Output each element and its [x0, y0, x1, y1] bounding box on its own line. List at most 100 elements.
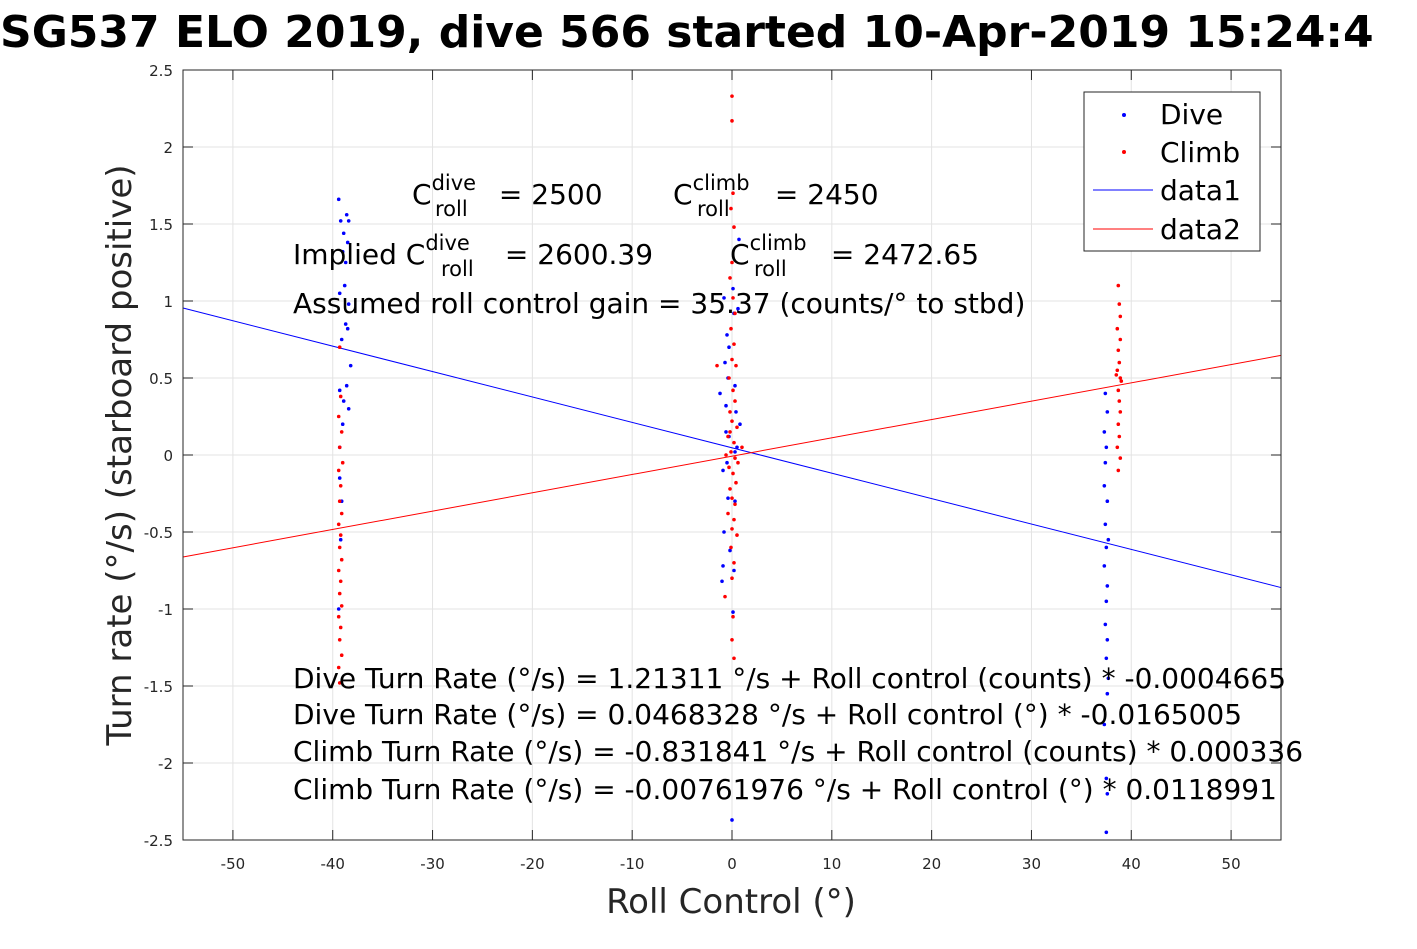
- climb-point: [715, 363, 719, 368]
- dive-point: [340, 249, 345, 254]
- c-climb-base: C: [673, 178, 693, 211]
- data-points: [336, 94, 1124, 835]
- implied-label: Implied: [293, 238, 406, 271]
- climb-point: [726, 511, 730, 516]
- dive-point: [1102, 430, 1107, 434]
- dive-point: [337, 388, 342, 393]
- dive-point: [731, 286, 735, 291]
- climb-point: [730, 527, 734, 531]
- climb-point: [730, 496, 734, 500]
- legend-box: [1083, 91, 1261, 252]
- climb-point: [1116, 283, 1121, 288]
- climb-point: [731, 388, 735, 393]
- climb-point: [740, 445, 744, 450]
- climb-point: [336, 665, 341, 670]
- dive-point: [343, 322, 348, 326]
- climb-point: [1116, 388, 1121, 393]
- dive-point: [1102, 722, 1107, 727]
- dive-point: [341, 399, 346, 403]
- dive-point: [1104, 445, 1109, 450]
- climb-point: [729, 326, 733, 331]
- equation-climb-counts: Climb Turn Rate (°/s) = -0.831841 °/s + …: [293, 735, 1303, 768]
- dive-point: [718, 391, 722, 396]
- climb-point: [733, 456, 737, 460]
- dive-point: [1103, 622, 1108, 627]
- gain-annotation: Assumed roll control gain = 35.37 (count…: [293, 287, 1025, 320]
- climb-point: [730, 357, 734, 362]
- implied-climb-value: = 2472.65: [822, 238, 979, 271]
- dive-point: [721, 468, 725, 473]
- climb-point: [1114, 373, 1119, 377]
- c-dive-sup: dive: [432, 171, 477, 195]
- climb-point: [337, 681, 342, 685]
- annotations: Cdive roll = 2500 Cclimb roll = 2450 Impli…: [293, 171, 1303, 806]
- dive-point: [1103, 522, 1108, 527]
- y-tick-label: -0.5: [144, 524, 173, 542]
- dive-point: [336, 197, 341, 202]
- dive-point: [344, 212, 349, 217]
- dive-point: [1105, 691, 1110, 696]
- legend-data2-label: data2: [1160, 213, 1241, 246]
- dive-point: [1104, 599, 1109, 604]
- dive-point: [348, 363, 353, 368]
- climb-point: [1118, 337, 1123, 342]
- c-dive-base: C: [412, 178, 432, 211]
- climb-point: [735, 425, 739, 430]
- dive-point: [338, 219, 343, 223]
- dive-point: [737, 237, 741, 242]
- y-tick-label: 1.5: [149, 216, 173, 234]
- climb-point: [339, 511, 344, 516]
- climb-point: [337, 545, 342, 550]
- dive-point: [733, 499, 737, 504]
- dive-point: [725, 460, 729, 465]
- climb-point: [730, 260, 734, 265]
- climb-point: [733, 311, 737, 316]
- climb-point: [338, 533, 343, 537]
- y-tick-label: 1: [163, 293, 173, 311]
- dive-point: [1104, 656, 1109, 661]
- climb-point: [1116, 468, 1121, 473]
- climb-point: [732, 225, 736, 229]
- implied-climb-sup: climb: [750, 231, 807, 255]
- climb-point: [732, 342, 736, 346]
- climb-point: [730, 419, 734, 423]
- climb-point: [338, 579, 343, 584]
- x-tick-label: -30: [420, 855, 445, 873]
- climb-point: [1118, 376, 1123, 380]
- climb-point: [735, 533, 739, 537]
- implied-climb-base: C: [730, 238, 750, 271]
- dive-point: [720, 579, 724, 584]
- climb-point: [723, 594, 727, 599]
- climb-point: [730, 576, 734, 580]
- climb-point: [337, 345, 342, 350]
- climb-point: [338, 484, 343, 488]
- dive-point: [1102, 484, 1107, 488]
- implied-climb-sub: roll: [754, 257, 787, 281]
- climb-point: [340, 460, 345, 465]
- fit-line-data2: [182, 354, 1282, 558]
- dive-point: [733, 450, 737, 454]
- climb-point: [728, 430, 732, 434]
- climb-point: [1118, 314, 1123, 319]
- fit-lines: [182, 307, 1282, 589]
- dive-point: [726, 496, 730, 500]
- dive-point: [734, 410, 738, 414]
- climb-point: [1115, 368, 1120, 373]
- climb-point: [729, 545, 733, 550]
- dive-point: [724, 430, 728, 434]
- dive-point: [346, 219, 351, 223]
- climb-point: [1116, 422, 1121, 427]
- dive-point: [337, 291, 342, 296]
- climb-point: [732, 517, 736, 522]
- y-tick-label: -1.5: [144, 678, 173, 696]
- climb-point: [336, 522, 341, 527]
- climb-point: [336, 568, 341, 573]
- climb-point: [730, 638, 734, 642]
- legend-climb-label: Climb: [1160, 136, 1240, 169]
- dive-point: [724, 403, 728, 408]
- climb-point: [337, 499, 342, 504]
- climb-point: [1115, 326, 1120, 331]
- x-tick-label: -10: [620, 855, 645, 873]
- c-climb-value: = 2450: [766, 178, 879, 211]
